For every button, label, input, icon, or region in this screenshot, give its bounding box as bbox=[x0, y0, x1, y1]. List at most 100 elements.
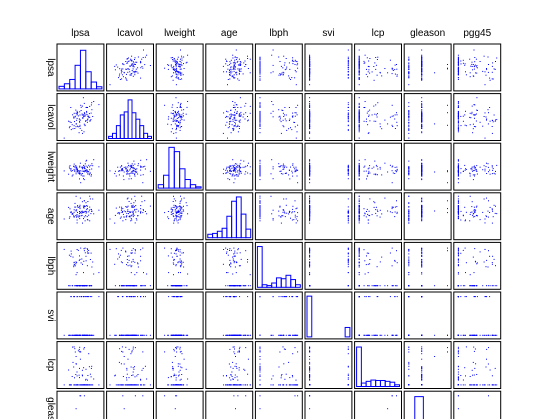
scatter-point bbox=[130, 252, 132, 254]
scatter-point bbox=[114, 214, 116, 216]
scatter-point bbox=[486, 216, 488, 218]
scatter-point bbox=[175, 132, 177, 134]
scatter-point bbox=[180, 68, 182, 70]
scatter-point bbox=[237, 334, 239, 336]
scatter-point bbox=[292, 164, 294, 166]
scatter-point bbox=[81, 285, 83, 287]
scatter-point bbox=[132, 71, 134, 73]
scatter-point bbox=[71, 124, 73, 126]
scatter-point bbox=[373, 173, 375, 175]
scatter-point bbox=[457, 214, 459, 216]
scatter-point bbox=[177, 58, 179, 60]
scatter-point bbox=[259, 59, 261, 60]
scatter-point bbox=[70, 169, 72, 171]
scatter-point bbox=[363, 107, 365, 108]
scatter-point bbox=[483, 334, 485, 336]
scatter-point bbox=[297, 212, 299, 214]
scatter-point bbox=[142, 334, 144, 336]
scatter-point bbox=[75, 356, 77, 357]
scatter-point bbox=[74, 128, 76, 129]
scatter-point bbox=[87, 219, 89, 221]
scatter-point bbox=[173, 195, 174, 197]
scatter-point bbox=[134, 249, 136, 250]
scatter-point bbox=[125, 166, 127, 168]
scatter-point bbox=[358, 251, 360, 253]
scatter-point bbox=[391, 285, 393, 287]
scatter-point bbox=[293, 166, 295, 168]
scatter-point bbox=[132, 204, 134, 206]
scatter-point bbox=[114, 170, 116, 172]
scatter-point bbox=[115, 384, 117, 386]
scatter-point bbox=[421, 115, 423, 117]
scatter-point bbox=[236, 112, 238, 114]
scatter-point bbox=[114, 285, 116, 287]
scatter-point bbox=[491, 132, 493, 134]
scatter-point bbox=[347, 113, 349, 115]
scatter-point bbox=[134, 222, 136, 224]
scatter-point bbox=[363, 215, 365, 217]
scatter-point bbox=[309, 59, 311, 60]
scatter-point bbox=[259, 211, 261, 212]
scatter-point bbox=[371, 71, 373, 73]
scatter-point bbox=[364, 159, 366, 161]
histogram-bar bbox=[344, 326, 351, 338]
scatter-point bbox=[366, 178, 367, 180]
scatter-point bbox=[309, 70, 311, 72]
scatter-point bbox=[309, 179, 311, 181]
scatter-point bbox=[68, 217, 70, 219]
scatter-point bbox=[180, 126, 182, 127]
scatter-point bbox=[492, 121, 494, 123]
scatter-point bbox=[421, 63, 423, 65]
scatter-point bbox=[421, 59, 423, 61]
scatter-point bbox=[396, 170, 398, 172]
scatter-point bbox=[421, 166, 423, 168]
scatter-point bbox=[457, 54, 459, 56]
scatter-point bbox=[309, 137, 311, 139]
scatter-point bbox=[229, 259, 231, 261]
scatter-point bbox=[91, 334, 93, 336]
scatter-point bbox=[247, 261, 248, 263]
scatter-point bbox=[179, 211, 181, 213]
scatter-point bbox=[492, 62, 494, 64]
scatter-point bbox=[128, 255, 130, 257]
scatter-point bbox=[133, 202, 135, 204]
scatter-point bbox=[173, 120, 175, 122]
scatter-point bbox=[392, 68, 394, 70]
scatter-point bbox=[363, 208, 365, 210]
scatter-point bbox=[237, 126, 239, 127]
scatter-point bbox=[495, 205, 496, 207]
scatter-point bbox=[88, 116, 90, 118]
scatter-point bbox=[80, 182, 82, 184]
scatter-point bbox=[125, 168, 127, 170]
scatter-point bbox=[173, 259, 175, 261]
scatter-point bbox=[358, 77, 360, 79]
scatter-point bbox=[347, 112, 349, 114]
scatter-point bbox=[240, 167, 242, 168]
scatter-point bbox=[421, 266, 423, 268]
scatter-point bbox=[484, 71, 486, 73]
scatter-point bbox=[421, 104, 423, 106]
scatter-point bbox=[73, 266, 75, 268]
scatter-point bbox=[128, 334, 129, 336]
scatter-point bbox=[133, 296, 135, 298]
scatter-point bbox=[235, 296, 237, 298]
scatter-point bbox=[178, 219, 179, 221]
scatter-point bbox=[394, 285, 396, 287]
panel-frame bbox=[304, 241, 353, 290]
scatter-point bbox=[233, 170, 235, 172]
scatter-point bbox=[259, 64, 261, 66]
scatter-point bbox=[115, 175, 117, 177]
scatter-point bbox=[85, 212, 87, 214]
scatter-point bbox=[226, 252, 227, 254]
scatter-point bbox=[82, 132, 83, 134]
scatter-point bbox=[109, 84, 111, 86]
scatter-point bbox=[132, 164, 134, 166]
scatter-point bbox=[457, 261, 459, 263]
scatter-point bbox=[358, 126, 360, 128]
scatter-point bbox=[180, 116, 182, 118]
scatter-point bbox=[371, 285, 373, 287]
scatter-point bbox=[389, 296, 391, 298]
scatter-point bbox=[85, 368, 87, 370]
scatter-point bbox=[358, 173, 360, 175]
scatter-point bbox=[176, 255, 178, 257]
